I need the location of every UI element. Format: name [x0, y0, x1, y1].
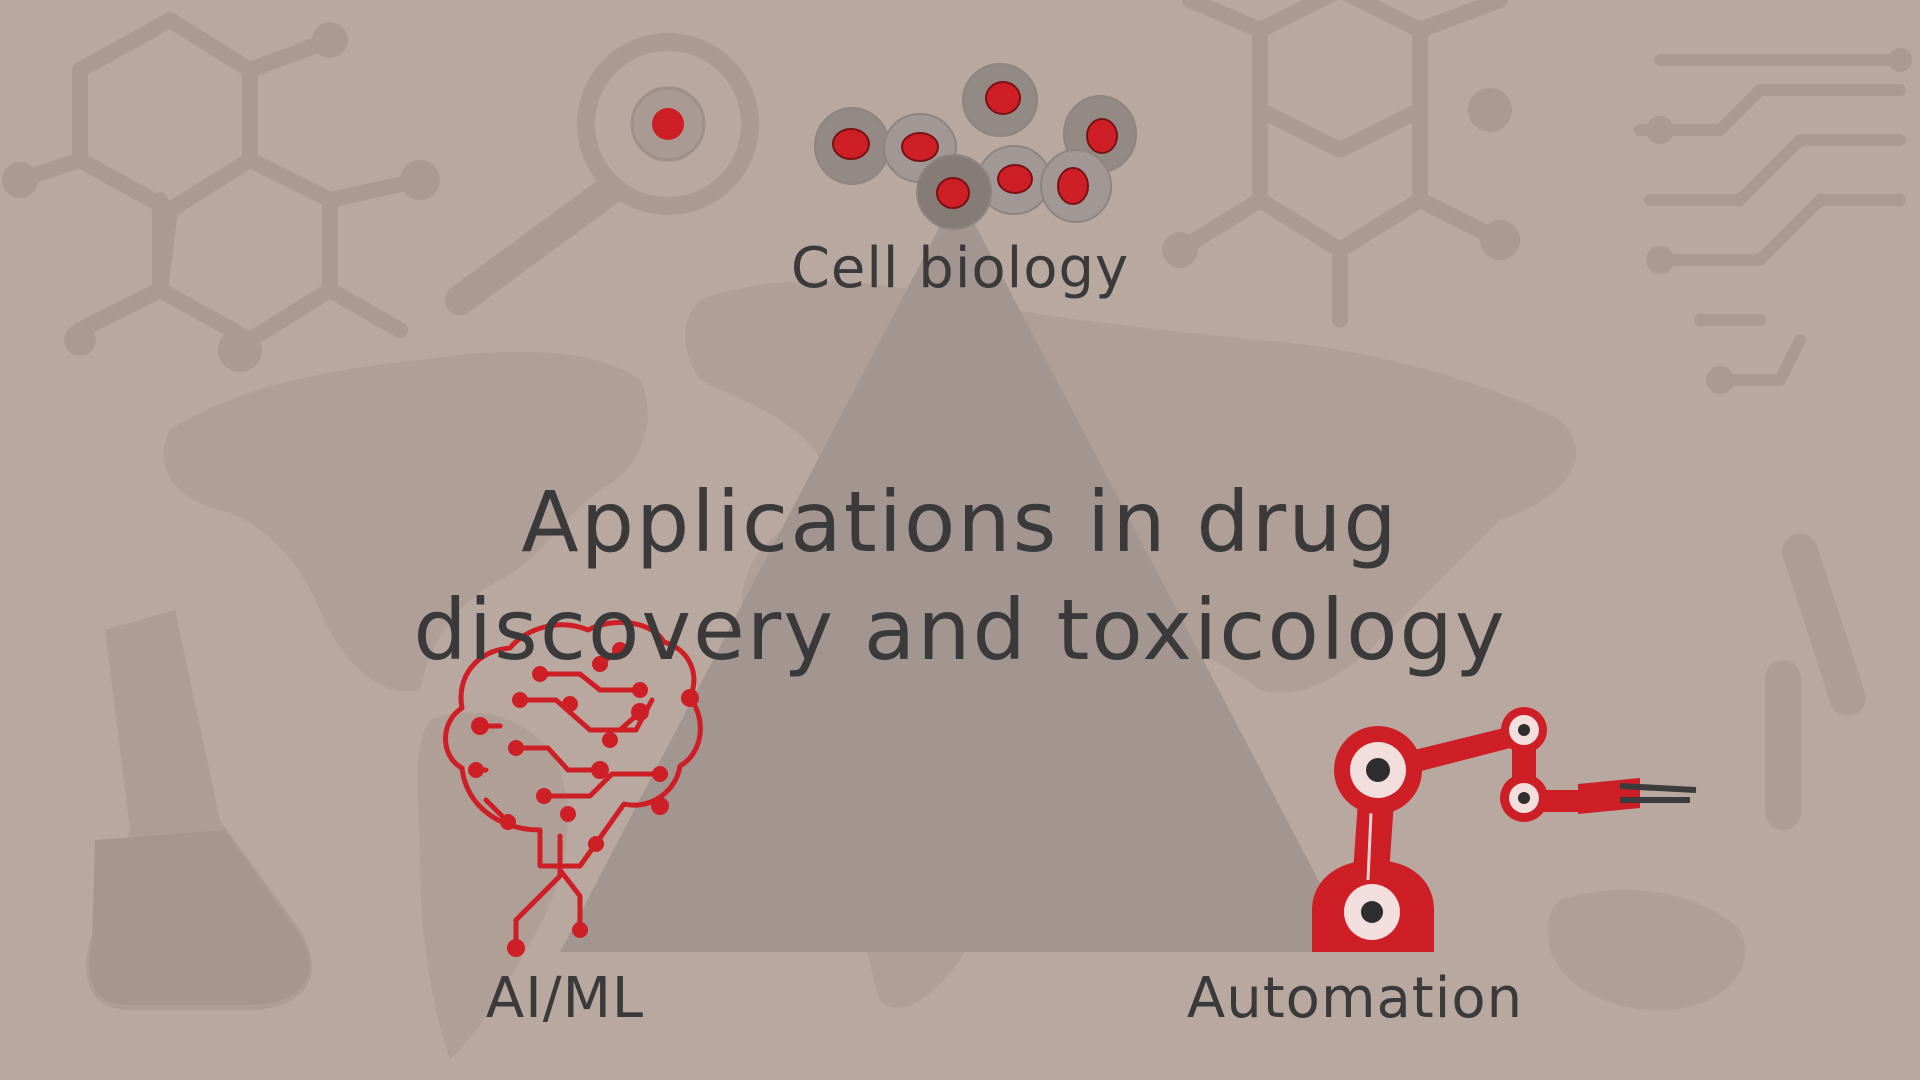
node-label-ai-ml: AI/ML	[485, 966, 645, 1031]
title-line-2: discovery and toxicology	[413, 581, 1507, 679]
node-label-cell-biology: Cell biology	[790, 236, 1130, 301]
flask-icon	[86, 610, 312, 1010]
test-tube-icon	[1765, 533, 1866, 830]
title-line-1: Applications in drug	[521, 473, 1399, 571]
circuit-icon	[1634, 48, 1912, 394]
diagram-title: Applications in drug discovery and toxic…	[0, 468, 1920, 684]
circuit-brain-icon	[443, 619, 703, 957]
robotic-arm-icon	[1312, 707, 1697, 952]
node-label-automation: Automation	[1186, 966, 1524, 1031]
cells-icon	[814, 63, 1137, 230]
molecule-icon	[1162, 0, 1520, 328]
magnifier-icon	[445, 33, 759, 315]
molecule-icon	[2, 12, 440, 372]
pyramid-triangle	[560, 192, 1356, 952]
